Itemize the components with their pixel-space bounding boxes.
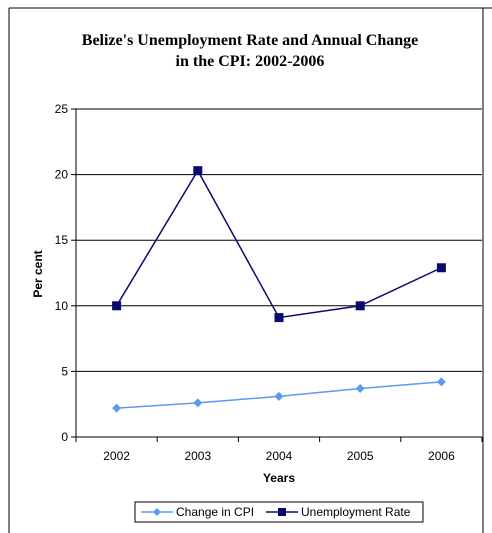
legend: Change in CPI Unemployment Rate [134, 501, 424, 523]
legend-marker-unemployment [278, 508, 286, 516]
series-0-point-2002 [112, 403, 122, 413]
series-0-point-2003 [193, 398, 203, 408]
x-tick-label-2004: 2004 [266, 449, 293, 463]
y-tick-label-25: 25 [55, 102, 69, 116]
y-tick-label-5: 5 [61, 364, 68, 378]
chart-title-line-1: Belize's Unemployment Rate and Annual Ch… [82, 32, 418, 49]
x-tick-label-2006: 2006 [428, 449, 455, 463]
y-tick-label-0: 0 [61, 430, 68, 444]
series-line-1 [115, 169, 442, 319]
series-0-point-2006 [436, 377, 446, 387]
y-tick-label-20: 20 [55, 168, 69, 182]
y-tick-label-10: 10 [55, 299, 69, 313]
x-tick-label-2005: 2005 [347, 449, 374, 463]
legend-label-cpi: Change in CPI [176, 505, 254, 519]
y-axis-label: Per cent [31, 250, 45, 297]
x-tick-label-2003: 2003 [184, 449, 211, 463]
legend-marker-cpi [153, 508, 161, 516]
series-1-point-2002 [112, 301, 122, 311]
chart-title-line-2: in the CPI: 2002-2006 [176, 53, 325, 70]
x-axis-label: Years [263, 471, 295, 485]
series-1-point-2004 [274, 313, 284, 323]
y-tick-label-15: 15 [55, 233, 69, 247]
legend-label-unemployment: Unemployment Rate [301, 505, 411, 519]
x-tick-label-2002: 2002 [103, 449, 130, 463]
plot-area: 0 5 10 15 20 25 2002 2003 2004 2005 2006 [55, 102, 483, 463]
series-1-point-2005 [355, 301, 365, 311]
series-0-point-2005 [355, 383, 365, 393]
series-1-point-2003 [193, 166, 203, 176]
series-0-point-2004 [274, 391, 284, 401]
series-1-point-2006 [436, 263, 446, 273]
